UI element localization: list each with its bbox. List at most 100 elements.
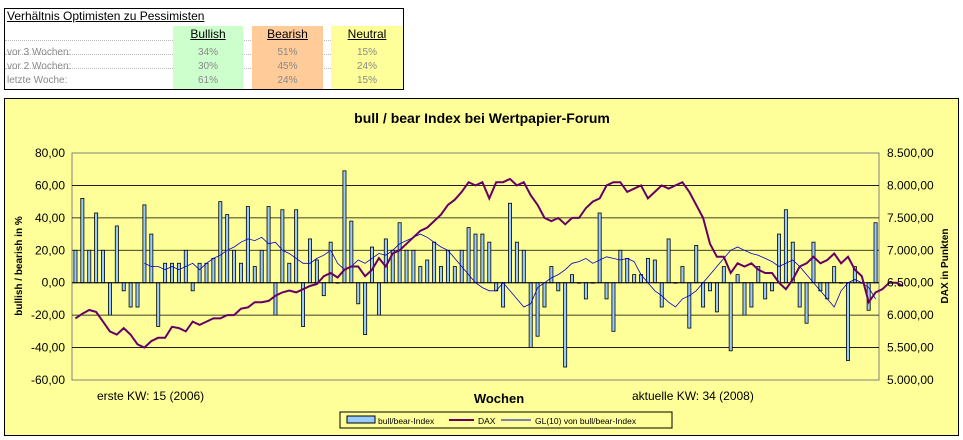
- bar: [128, 282, 133, 308]
- bar: [349, 220, 354, 284]
- table-title: Verhältnis Optimisten zu Pessimisten: [7, 9, 205, 23]
- bar: [708, 282, 712, 292]
- chart: bull / bear Index bei Wertpapier-Forum 8…: [4, 98, 959, 436]
- bar: [749, 282, 754, 308]
- bar: [473, 233, 478, 284]
- bar: [294, 209, 299, 284]
- bullish-column: Bullish 34% 30% 61%: [173, 26, 243, 89]
- bar: [694, 245, 699, 284]
- bar: [149, 233, 154, 284]
- bar: [645, 257, 650, 284]
- table-cell: 15%: [356, 75, 377, 86]
- y-tick-label: 80,00: [35, 146, 65, 160]
- row-label: vor 2 Wochen:: [7, 61, 72, 72]
- bar: [142, 204, 147, 284]
- bar: [480, 233, 485, 284]
- legend-label-dax: DAX: [478, 416, 496, 426]
- bar: [314, 259, 319, 284]
- bar: [239, 262, 243, 284]
- y2-axis-title: DAX in Punkten: [940, 228, 951, 303]
- bar: [94, 212, 99, 284]
- bullish-header: Bullish: [190, 27, 226, 41]
- bar: [383, 238, 388, 284]
- bar: [87, 249, 92, 284]
- x-axis-title: Wochen: [474, 391, 524, 406]
- bar: [356, 282, 361, 305]
- bar: [259, 249, 264, 284]
- bar: [597, 212, 602, 284]
- table-cell: 45%: [277, 61, 298, 72]
- chart-title: bull / bear Index bei Wertpapier-Forum: [354, 110, 610, 126]
- bar: [625, 257, 630, 284]
- y-tick-label: -20,00: [31, 308, 65, 322]
- bar: [763, 282, 768, 300]
- sentiment-table: Verhältnis Optimisten zu Pessimisten Bul…: [4, 8, 404, 90]
- bar: [501, 282, 506, 308]
- bar: [418, 266, 423, 284]
- bar: [376, 282, 381, 316]
- bar: [411, 249, 416, 284]
- bar: [245, 206, 250, 284]
- bar: [80, 198, 85, 284]
- neutral-column: Neutral 15% 24% 15%: [331, 26, 403, 89]
- bar: [425, 259, 430, 284]
- bar: [363, 282, 368, 336]
- bar: [832, 266, 837, 284]
- bar: [280, 209, 285, 284]
- bar: [204, 262, 209, 284]
- bar: [397, 222, 402, 284]
- table-cell: 51%: [277, 47, 298, 58]
- y2-tick-label: 7.000,00: [887, 243, 934, 257]
- bar: [101, 249, 105, 284]
- y2-tick-label: 6.500,00: [887, 276, 934, 290]
- bar: [342, 170, 347, 284]
- bar: [797, 282, 802, 308]
- bar: [232, 249, 237, 284]
- table-cell: 30%: [197, 61, 218, 72]
- legend-label-bars: bull/bear-Index: [378, 416, 435, 426]
- bar: [176, 262, 181, 284]
- bar: [211, 257, 216, 284]
- bar: [328, 241, 333, 284]
- bar: [846, 282, 850, 361]
- bar: [611, 282, 616, 332]
- bar: [542, 282, 547, 308]
- bar: [652, 259, 657, 284]
- y-tick-label: -60,00: [31, 373, 65, 387]
- bar: [521, 249, 526, 284]
- bar: [452, 266, 457, 284]
- bar: [714, 282, 719, 313]
- bar: [114, 225, 119, 284]
- bar: [701, 282, 706, 308]
- bar: [742, 282, 747, 316]
- y-axis-labels: 80,00 60,00 40,00 20,00 0,00 -20,00 -40,00 -60,…: [31, 146, 65, 387]
- bar: [735, 274, 740, 284]
- bar: [432, 241, 437, 284]
- bar: [687, 282, 692, 329]
- y2-tick-label: 8.500,00: [887, 146, 934, 160]
- y2-tick-label: 5.500,00: [887, 341, 934, 355]
- y2-axis-labels: 8.500,00 8.000,00 7.500,00 7.000,00 6.500,00…: [887, 146, 934, 387]
- bar: [604, 282, 609, 300]
- bar: [73, 249, 78, 284]
- row-label: vor 3 Wochen:: [7, 47, 72, 58]
- bar: [439, 266, 443, 284]
- table-cell: 34%: [197, 47, 218, 58]
- bar: [190, 282, 195, 292]
- bar: [770, 282, 775, 292]
- bar: [680, 266, 685, 284]
- bar: [728, 282, 733, 352]
- bar: [308, 238, 312, 284]
- bar: [556, 282, 561, 292]
- bar: [287, 262, 292, 284]
- legend-swatch-bars: [346, 415, 376, 424]
- bar: [514, 241, 519, 284]
- y-tick-label: -40,00: [31, 341, 65, 355]
- y2-tick-label: 7.500,00: [887, 211, 934, 225]
- bearish-column: Bearish 51% 45% 24%: [252, 26, 323, 89]
- bar: [825, 282, 830, 300]
- bar: [225, 214, 230, 284]
- bar: [618, 249, 623, 284]
- bar: [218, 201, 223, 284]
- y-tick-label: 0,00: [42, 276, 66, 290]
